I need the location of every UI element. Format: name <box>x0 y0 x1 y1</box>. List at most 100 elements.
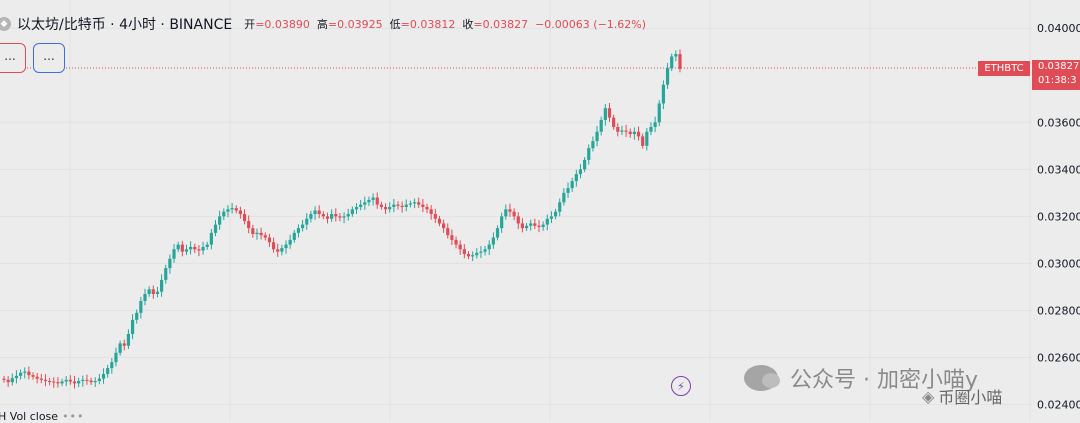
candle-body <box>437 218 442 224</box>
candle-body <box>267 237 272 243</box>
candle-body <box>168 258 172 269</box>
high-value: =0.03925 <box>327 18 383 31</box>
symbol-title[interactable]: 以太坊/比特币 · 4小时 · BINANCE <box>17 17 233 33</box>
volume-indicator-legend[interactable]: H Vol close ••• <box>0 410 85 423</box>
candle-body <box>417 202 421 205</box>
candle-body <box>570 181 574 189</box>
buy-button[interactable]: ... <box>33 43 65 73</box>
candle-body <box>85 379 89 381</box>
candle-body <box>180 244 184 252</box>
candle-body <box>31 375 35 377</box>
candle-body <box>487 244 491 250</box>
candle-body <box>14 375 19 379</box>
lightning-icon[interactable]: ⚡ <box>671 376 691 396</box>
candle-body <box>612 117 616 128</box>
candle-body <box>516 216 520 224</box>
candle-body <box>276 249 280 252</box>
candle-body <box>375 197 379 205</box>
candle-body <box>189 246 193 250</box>
candle-body <box>68 379 72 382</box>
candle-body <box>504 209 508 217</box>
candle-body <box>164 268 168 280</box>
candle-body <box>139 301 143 313</box>
candle-body <box>483 249 487 252</box>
candle-body <box>383 206 388 210</box>
candle-body <box>545 218 549 225</box>
candle-body <box>35 376 39 379</box>
chart-header: ◆ 以太坊/比特币 · 4小时 · BINANCE 开=0.03890 高=0.… <box>0 12 646 36</box>
candle-body <box>301 224 305 229</box>
candle-body <box>255 232 259 235</box>
candle-body <box>379 204 383 207</box>
candle-body <box>176 244 180 250</box>
candle-body <box>466 254 471 257</box>
change-readout: −0.00063 (−1.62%) <box>535 17 647 31</box>
candle-body <box>284 244 288 249</box>
candle-body <box>288 239 292 245</box>
candle-body <box>495 228 500 238</box>
candle-body <box>367 199 371 203</box>
close-label: 收 <box>462 18 474 31</box>
sell-button[interactable]: ... <box>0 43 26 73</box>
y-tick-label: 0.02800 <box>1037 304 1080 317</box>
candles <box>2 49 682 389</box>
candle-body <box>512 211 516 217</box>
candle-body <box>64 379 68 382</box>
candle-body <box>143 293 147 302</box>
candle-body <box>645 131 649 146</box>
y-tick-label: 0.03200 <box>1037 210 1080 223</box>
diamond-icon: ◈ <box>922 386 935 406</box>
y-tick-label: 0.03600 <box>1037 116 1080 129</box>
candle-body <box>292 232 296 240</box>
candle-body <box>354 206 359 210</box>
candle-body <box>122 343 126 346</box>
candle-body <box>338 216 342 218</box>
candle-body <box>442 223 446 229</box>
wechat-icon <box>744 365 780 391</box>
candle-body <box>193 246 197 250</box>
candle-body <box>159 279 164 292</box>
candle-body <box>404 204 408 207</box>
candle-body <box>6 379 10 383</box>
candle-body <box>350 209 354 215</box>
candle-body <box>226 209 230 212</box>
candle-body <box>458 244 462 250</box>
candle-body <box>549 216 554 219</box>
volume-indicator-label: H Vol close <box>0 410 59 423</box>
candle-body <box>172 249 176 259</box>
candle-body <box>408 203 413 205</box>
candle-body <box>462 249 466 255</box>
candle-body <box>2 378 6 380</box>
candle-body <box>126 333 131 346</box>
more-dots-icon[interactable]: ••• <box>62 410 85 423</box>
candle-body <box>454 239 458 245</box>
candle-body <box>533 223 537 226</box>
candle-body <box>101 373 106 379</box>
watermark-secondary: ◈ 币圈小喵 <box>922 384 1002 408</box>
candle-body <box>18 372 23 376</box>
candle-body <box>578 169 583 175</box>
last-price-box: 0.03827 01:38:3 <box>1032 60 1080 90</box>
candle-body <box>641 136 645 146</box>
candle-body <box>632 131 636 135</box>
candle-body <box>396 204 400 206</box>
candle-body <box>491 237 495 245</box>
candle-body <box>500 216 504 229</box>
candle-body <box>359 204 363 207</box>
candle-body <box>201 246 205 251</box>
candle-body <box>425 206 429 210</box>
candle-body <box>479 251 483 253</box>
candle-body <box>10 378 14 383</box>
candle-body <box>599 119 603 132</box>
candle-body <box>89 380 93 383</box>
low-readout: 低=0.03812 <box>390 16 456 32</box>
candle-body <box>97 378 101 382</box>
candle-body <box>665 68 670 85</box>
candle-body <box>77 381 81 384</box>
candle-body <box>72 381 77 384</box>
candle-body <box>218 216 222 225</box>
candle-body <box>562 192 566 203</box>
candle-body <box>616 127 620 132</box>
candle-body <box>106 368 110 374</box>
